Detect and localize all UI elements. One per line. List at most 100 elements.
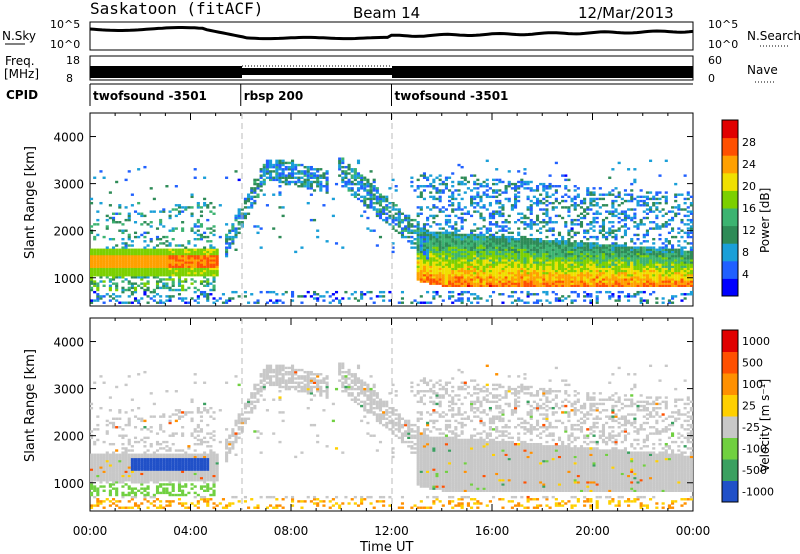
power-cell [617,261,621,264]
power-cell [667,259,671,262]
power-cell [422,301,427,304]
power-cell [513,189,518,192]
power-cell [473,254,477,258]
power-cell [485,208,489,211]
power-cell [614,259,618,262]
power-cell [482,233,486,237]
velocity-cell [118,426,122,429]
power-cell [592,229,596,232]
power-cell [228,242,232,245]
power-cell [520,290,524,294]
power-cell [642,276,646,279]
power-cell [579,223,584,226]
power-cell [598,273,602,277]
power-cell [457,240,461,243]
power-cell [617,246,621,249]
power-cell [529,254,533,258]
power-cell [620,278,624,281]
power-cell [259,290,263,294]
power-cell [488,187,492,190]
power-cell [184,254,188,258]
power-cell [636,248,640,251]
power-cell [520,242,524,245]
power-cell [601,276,606,279]
power-cell [664,259,668,262]
power-cell [159,301,163,304]
power-cell [102,284,106,287]
power-cell [149,221,153,224]
power-cell [636,204,640,207]
velocity-cell [127,423,131,427]
power-cell [165,250,169,254]
power-cell [664,269,668,273]
power-cell [526,290,530,294]
velocity-cell [124,453,128,456]
power-cell [269,174,273,177]
power-cell [623,265,628,268]
power-cell [611,276,615,279]
power-cell [397,221,401,224]
power-cell [177,269,182,273]
power-cell [130,301,134,304]
power-cell [501,229,505,232]
power-cell [545,242,549,245]
power-cell [105,293,109,296]
power-cell [174,250,178,254]
velocity-cell [93,504,97,507]
power-cell [554,185,558,188]
power-cell [476,284,480,287]
power-cell [177,271,182,275]
power-cell [517,246,521,249]
power-cell [228,237,232,241]
power-cell [435,290,439,294]
power-cell [231,240,235,243]
power-cell [181,280,185,283]
power-cell [382,206,386,209]
power-cell [535,301,540,304]
power-cell [586,246,590,249]
power-cell [570,269,574,273]
power-cell [259,182,263,186]
power-cell [237,231,241,235]
velocity-cell [124,468,128,471]
power-cell [551,276,555,279]
velocity-cell [121,453,125,456]
power-cell [253,301,257,304]
power-cell [316,235,320,239]
power-cell [184,273,188,277]
power-cell [517,233,521,237]
power-cell [583,252,587,256]
power-cell [614,263,618,266]
power-cell [614,199,618,203]
velocity-cell [121,428,125,431]
power-cell [677,282,681,285]
power-cell [523,221,527,224]
power-cell [501,252,505,256]
power-cell [623,218,628,222]
power-cell [448,233,452,237]
power-cell [127,265,131,268]
power-cell [215,273,219,277]
power-cell [689,250,693,254]
power-cell [410,235,414,239]
power-cell [595,235,599,239]
power-cell [620,290,624,294]
power-cell [190,193,194,196]
power-cell [492,235,496,239]
y-tick-label: 3000 [53,178,84,192]
power-cell [243,201,247,205]
power-cell [422,242,427,245]
power-cell [319,295,323,298]
power-cell [510,240,514,243]
power-cell [495,269,499,273]
power-cell [554,246,558,249]
power-cell [611,248,615,251]
power-cell [90,265,94,268]
power-cell [479,254,483,258]
power-cell [316,178,320,182]
power-cell [504,218,508,222]
velocity-cell [115,466,119,469]
power-cell [190,229,194,232]
power-cell [451,284,455,287]
power-cell [479,182,483,186]
